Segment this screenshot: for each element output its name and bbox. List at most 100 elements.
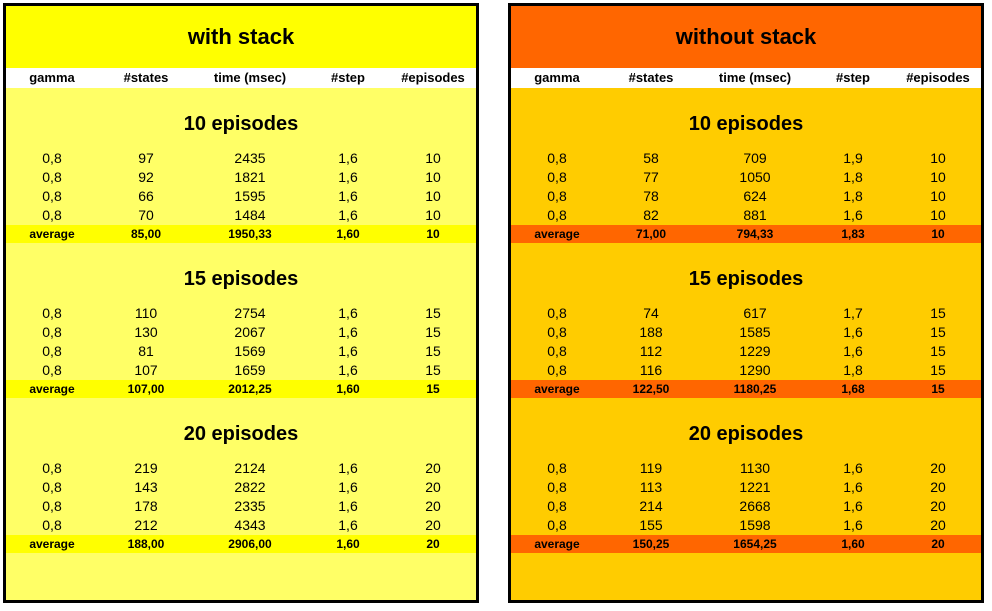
average-row: average 150,25 1654,25 1,60 20	[511, 535, 981, 553]
section-title: 15 episodes	[688, 268, 804, 290]
table-cell: 0,8	[547, 207, 567, 223]
with-stack-panel: with stack gamma #states time (msec) #step #e…	[3, 3, 479, 603]
average-cell: average	[534, 227, 580, 241]
table-row: 0,8 178 2335 1,6 20	[6, 497, 476, 516]
table-cell: 15	[425, 362, 441, 378]
data-rows: 0,8 58 709 1,9 10 0,8 77 1050 1,8 10 0,8 78 624 1,8 10…	[511, 149, 981, 243]
column-header: gamma	[534, 70, 580, 85]
average-cell: 2906,00	[228, 537, 272, 551]
average-row: average 188,00 2906,00 1,60 20	[6, 535, 476, 553]
average-cell: 85,00	[130, 227, 162, 241]
table-cell: 20	[425, 517, 441, 533]
table-cell: 0,8	[547, 188, 567, 204]
table-cell: 1,6	[338, 169, 358, 185]
column-header: gamma	[29, 70, 75, 85]
table-cell: 1595	[234, 188, 266, 204]
average-cell: 20	[426, 537, 440, 551]
table-cell: 1,6	[843, 517, 863, 533]
column-header: time (msec)	[718, 70, 792, 85]
table-row: 0,8 82 881 1,6 10	[511, 206, 981, 225]
table-row: 0,8 155 1598 1,6 20	[511, 516, 981, 535]
data-rows: 0,8 119 1130 1,6 20 0,8 113 1221 1,6 20 0,8 214 2668…	[511, 459, 981, 553]
average-row: average 71,00 794,33 1,83 10	[511, 225, 981, 243]
table-row: 0,8 219 2124 1,6 20	[6, 459, 476, 478]
table-cell: 10	[425, 207, 441, 223]
table-cell: 0,8	[42, 460, 62, 476]
average-cell: average	[29, 227, 75, 241]
table-cell: 77	[643, 169, 659, 185]
table-cell: 1484	[234, 207, 266, 223]
table-cell: 20	[930, 479, 946, 495]
table-cell: 1,6	[338, 498, 358, 514]
average-cell: average	[534, 537, 580, 551]
table-cell: 0,8	[547, 460, 567, 476]
table-row: 0,8 78 624 1,8 10	[511, 187, 981, 206]
table-cell: 20	[425, 460, 441, 476]
table-cell: 0,8	[547, 498, 567, 514]
table-cell: 78	[643, 188, 659, 204]
table-cell: 20	[425, 479, 441, 495]
table-row: 0,8 113 1221 1,6 20	[511, 478, 981, 497]
table-cell: 15	[425, 343, 441, 359]
table-cell: 58	[643, 150, 659, 166]
table-cell: 155	[639, 517, 663, 533]
table-cell: 1,6	[338, 324, 358, 340]
table-cell: 0,8	[547, 517, 567, 533]
table-cell: 1,6	[338, 207, 358, 223]
table-cell: 0,8	[547, 343, 567, 359]
column-header: #episodes	[401, 70, 465, 85]
table-cell: 0,8	[547, 479, 567, 495]
table-cell: 15	[930, 324, 946, 340]
table-row: 0,8 81 1569 1,6 15	[6, 342, 476, 361]
table-cell: 20	[425, 498, 441, 514]
section-title: 10 episodes	[688, 113, 804, 135]
table-cell: 219	[134, 460, 158, 476]
table-cell: 4343	[234, 517, 266, 533]
table-cell: 0,8	[42, 362, 62, 378]
episode-section: 20 episodes 0,8 219 2124 1,6 20 0,8 143 2822 1,6 2…	[6, 418, 476, 553]
table-cell: 1221	[739, 479, 771, 495]
average-row: average 107,00 2012,25 1,60 15	[6, 380, 476, 398]
table-cell: 81	[138, 343, 154, 359]
average-cell: 20	[931, 537, 945, 551]
table-cell: 214	[639, 498, 663, 514]
table-cell: 1050	[739, 169, 771, 185]
table-cell: 1229	[739, 343, 771, 359]
table-cell: 1821	[234, 169, 266, 185]
table-cell: 0,8	[42, 517, 62, 533]
table-cell: 1,6	[338, 479, 358, 495]
panel-title: with stack	[6, 6, 476, 68]
table-cell: 2435	[234, 150, 266, 166]
average-cell: 122,50	[632, 382, 670, 396]
average-cell: 1950,33	[228, 227, 272, 241]
table-cell: 0,8	[42, 169, 62, 185]
table-row: 0,8 74 617 1,7 15	[511, 304, 981, 323]
table-cell: 1,6	[338, 150, 358, 166]
table-cell: 2067	[234, 324, 266, 340]
average-cell: average	[534, 382, 580, 396]
table-cell: 113	[639, 479, 663, 495]
table-cell: 10	[930, 188, 946, 204]
section-title: 20 episodes	[183, 423, 299, 445]
average-cell: 1,60	[841, 537, 865, 551]
table-cell: 1290	[739, 362, 771, 378]
episode-section: 10 episodes 0,8 97 2435 1,6 10 0,8 92 1821 1,6 10 0…	[6, 108, 476, 243]
average-cell: 1654,25	[733, 537, 777, 551]
table-cell: 1,8	[843, 362, 863, 378]
table-cell: 1,7	[843, 305, 863, 321]
table-cell: 1569	[234, 343, 266, 359]
without-stack-panel: without stack gamma #states time (msec) #ste…	[508, 3, 984, 603]
average-cell: 107,00	[127, 382, 165, 396]
table-cell: 15	[930, 343, 946, 359]
table-cell: 0,8	[42, 324, 62, 340]
table-cell: 1,8	[843, 188, 863, 204]
column-header: #episodes	[906, 70, 970, 85]
table-cell: 0,8	[547, 324, 567, 340]
table-cell: 617	[743, 305, 767, 321]
table-row: 0,8 70 1484 1,6 10	[6, 206, 476, 225]
average-cell: 2012,25	[228, 382, 272, 396]
table-cell: 74	[643, 305, 659, 321]
table-cell: 0,8	[42, 207, 62, 223]
table-cell: 881	[743, 207, 767, 223]
episode-section: 20 episodes 0,8 119 1130 1,6 20 0,8 113 1221 1,6 2…	[511, 418, 981, 553]
